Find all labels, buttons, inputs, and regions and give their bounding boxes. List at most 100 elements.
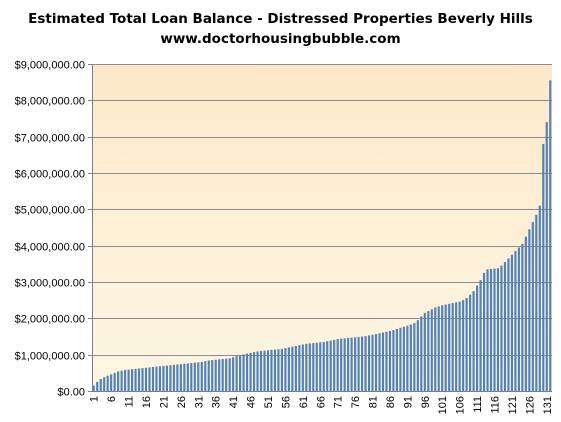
bar	[427, 311, 430, 391]
bar	[117, 371, 120, 391]
y-tick-label: $9,000,000.00	[15, 60, 85, 72]
bar	[458, 301, 461, 391]
bar	[301, 344, 304, 391]
x-tick-label: 11	[124, 396, 136, 407]
bar	[291, 346, 294, 391]
bar	[308, 343, 311, 391]
x-tick-label: 106	[455, 396, 467, 414]
bar	[273, 349, 277, 391]
x-tick-label: 36	[211, 396, 223, 408]
bar	[482, 272, 486, 391]
bar	[315, 342, 318, 391]
bar	[197, 362, 200, 391]
x-tick-label: 41	[228, 396, 240, 408]
bar	[486, 269, 489, 391]
bar	[496, 268, 500, 391]
x-tick-label: 56	[280, 396, 292, 408]
bar	[517, 247, 520, 391]
x-tick-label: 61	[298, 396, 310, 408]
bar	[430, 309, 433, 391]
bar	[221, 359, 224, 391]
bar	[392, 329, 395, 391]
bar	[92, 385, 95, 391]
y-tick-label: $8,000,000.00	[15, 96, 85, 108]
bar	[113, 372, 116, 391]
x-tick-label: 1	[89, 396, 101, 402]
bar	[500, 265, 503, 391]
bar	[340, 338, 343, 391]
bar	[214, 359, 217, 391]
bar	[343, 338, 346, 391]
y-tick-label: $5,000,000.00	[15, 205, 85, 217]
bar	[169, 365, 172, 391]
bar	[333, 339, 336, 391]
bar	[510, 254, 513, 391]
bar	[155, 366, 158, 391]
x-tick-label: 111	[472, 396, 484, 413]
y-axis-tick-labels: $0.00 $1,000,000.00 $2,000,000.00 $3,000,00…	[15, 60, 85, 399]
y-tick-label: $2,000,000.00	[15, 314, 85, 326]
bar	[388, 331, 392, 391]
bar	[465, 297, 468, 391]
bar	[239, 355, 242, 391]
x-tick-label: 21	[158, 396, 170, 408]
x-tick-label: 71	[333, 396, 345, 408]
axes	[92, 64, 552, 392]
bar	[322, 341, 325, 391]
x-tick-label: 6	[106, 396, 118, 402]
bar	[347, 337, 350, 391]
bar	[462, 300, 465, 391]
bar	[193, 362, 196, 391]
bar	[134, 368, 137, 391]
bar	[228, 358, 231, 391]
bar	[507, 258, 510, 391]
bar	[354, 337, 357, 391]
bar	[144, 367, 148, 391]
y-tick-label: $0.00	[57, 387, 85, 399]
x-tick-label: 96	[420, 396, 432, 408]
chart-subtitle: www.doctorhousingbubble.com	[160, 31, 401, 47]
bar	[402, 326, 405, 391]
x-tick-label: 51	[263, 396, 275, 408]
bar	[538, 205, 541, 391]
x-tick-label: 76	[350, 396, 362, 408]
bar	[294, 345, 297, 391]
bar	[528, 229, 531, 391]
bar	[381, 332, 385, 391]
x-tick-label: 81	[368, 396, 380, 408]
bar	[503, 262, 507, 391]
bar	[371, 334, 374, 391]
x-tick-label: 101	[437, 396, 449, 414]
bar	[131, 369, 134, 391]
bar	[225, 358, 228, 391]
bar	[176, 364, 179, 391]
bar	[266, 350, 270, 391]
bar	[336, 339, 339, 391]
x-axis-tick-labels: 1 6 11 16 21 26 31 36 41 46 51 56 61 66 71 76 81 86 91 96 10…	[89, 396, 554, 414]
bar	[469, 294, 472, 391]
bar	[319, 342, 322, 391]
y-tick-label: $7,000,000.00	[15, 133, 85, 145]
bar	[270, 349, 273, 391]
bar	[357, 336, 360, 391]
bar	[493, 268, 496, 391]
y-tick-label: $6,000,000.00	[15, 169, 85, 181]
bar	[448, 303, 451, 391]
bars	[92, 80, 552, 391]
bar	[137, 368, 141, 391]
bar	[204, 361, 207, 391]
bar	[106, 375, 109, 391]
bar	[120, 370, 123, 391]
bar	[406, 325, 409, 391]
bar	[385, 331, 388, 391]
bar	[361, 336, 364, 391]
bar	[367, 335, 371, 391]
bar	[190, 363, 193, 391]
bar	[409, 324, 412, 391]
x-tick-label: 91	[402, 396, 414, 408]
bar	[305, 343, 308, 391]
bar	[165, 365, 168, 391]
bar	[259, 351, 263, 391]
bar	[437, 306, 440, 391]
